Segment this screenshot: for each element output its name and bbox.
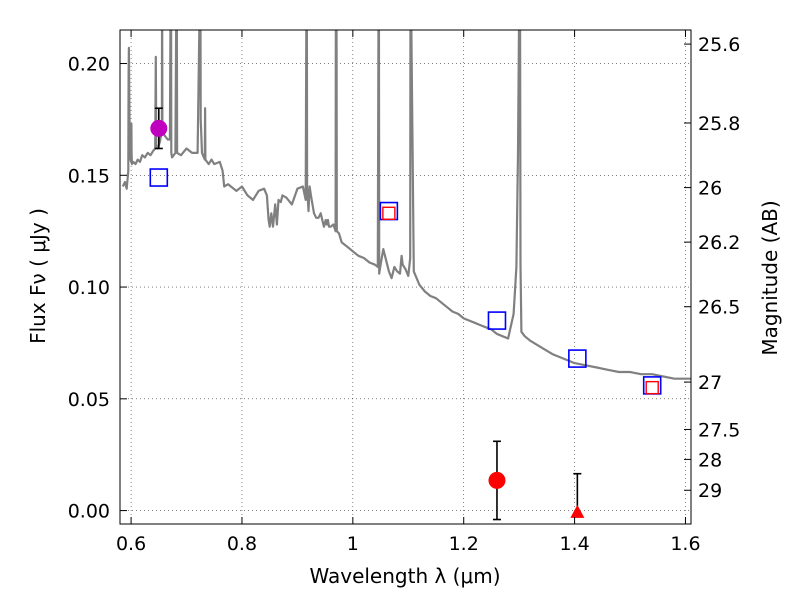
photometry-point <box>488 471 506 489</box>
x-tick-label: 1.4 <box>559 533 589 555</box>
y-tick-label: 0.05 <box>68 389 110 411</box>
photometry-point <box>150 119 168 137</box>
y-tick-label: 0.20 <box>68 54 110 76</box>
synthetic-photometry-marker <box>487 311 507 330</box>
x-axis-label: Wavelength λ (μm) <box>309 564 500 588</box>
x-tick-label: 1.2 <box>449 533 479 555</box>
x-tick-label: 1 <box>347 533 359 555</box>
right-tick-label: 26.2 <box>698 232 740 254</box>
upper-limit-triangle <box>570 504 585 518</box>
plot-frame <box>119 29 692 525</box>
right-tick-label: 27 <box>698 372 722 394</box>
y-tick-label: 0.15 <box>68 165 110 187</box>
plot-area <box>121 30 691 521</box>
x-tick-label: 0.8 <box>227 533 257 555</box>
y-axis-right-label: Magnitude (AB) <box>758 200 782 355</box>
model-point-marker <box>645 380 659 395</box>
y-tick-label: 0.10 <box>68 277 110 299</box>
x-tick-label: 1.6 <box>670 533 700 555</box>
right-tick-label: 28 <box>698 449 722 471</box>
right-tick-label: 26.5 <box>698 297 740 319</box>
right-tick-label: 25.6 <box>698 34 740 56</box>
x-tick-label: 0.6 <box>116 533 146 555</box>
y-tick-label: 0.00 <box>68 501 110 523</box>
synthetic-photometry-marker <box>149 168 169 187</box>
right-tick-label: 25.8 <box>698 113 740 135</box>
y-axis-label: Flux Fν ( μJy ) <box>26 208 50 344</box>
right-tick-label: 26 <box>698 178 722 200</box>
plot-background <box>120 30 691 524</box>
axis-ticks: 0.6 0.8 1 1.2 1.4 1.6 0.00 0.05 0.10 0.15 0.20 25.6… <box>68 30 740 555</box>
model-point-marker <box>382 206 396 220</box>
synthetic-photometry-marker <box>568 349 587 368</box>
right-tick-label: 27.5 <box>698 419 740 441</box>
right-tick-label: 29 <box>698 480 722 502</box>
